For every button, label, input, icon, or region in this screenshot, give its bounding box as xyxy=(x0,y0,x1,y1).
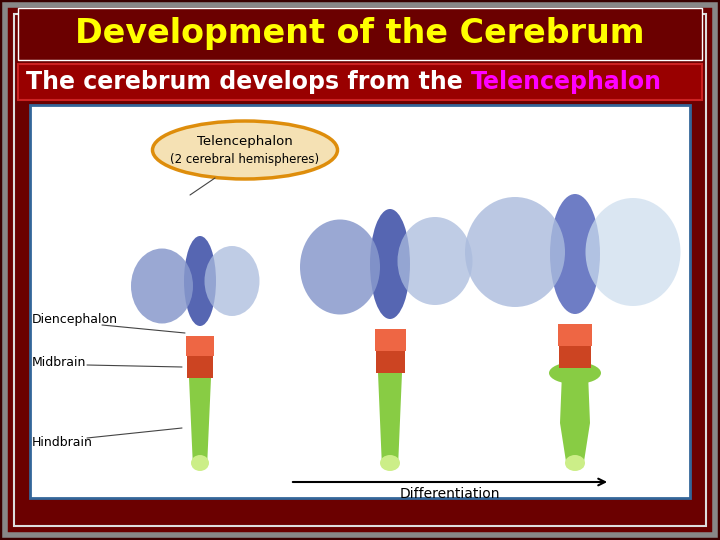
Ellipse shape xyxy=(549,362,601,384)
Polygon shape xyxy=(189,378,211,468)
Text: Midbrain: Midbrain xyxy=(32,355,86,368)
FancyBboxPatch shape xyxy=(30,105,690,498)
Text: Development of the Cerebrum: Development of the Cerebrum xyxy=(76,17,644,50)
Text: The cerebrum develops from the: The cerebrum develops from the xyxy=(26,70,471,94)
Ellipse shape xyxy=(300,219,380,314)
Ellipse shape xyxy=(153,121,338,179)
Text: Telencephalon: Telencephalon xyxy=(471,70,662,94)
Text: Differentiation: Differentiation xyxy=(400,487,500,501)
Ellipse shape xyxy=(380,455,400,471)
Text: Diencephalon: Diencephalon xyxy=(32,314,118,327)
Polygon shape xyxy=(560,423,590,468)
Text: Hindbrain: Hindbrain xyxy=(32,436,93,449)
FancyBboxPatch shape xyxy=(186,336,214,356)
Ellipse shape xyxy=(131,248,193,323)
Ellipse shape xyxy=(204,246,259,316)
Ellipse shape xyxy=(465,197,565,307)
FancyBboxPatch shape xyxy=(376,351,405,373)
FancyBboxPatch shape xyxy=(374,329,405,351)
FancyBboxPatch shape xyxy=(558,324,592,346)
FancyBboxPatch shape xyxy=(18,64,702,100)
Text: Telencephalon: Telencephalon xyxy=(197,134,293,147)
FancyBboxPatch shape xyxy=(18,8,702,60)
FancyBboxPatch shape xyxy=(187,356,213,378)
Ellipse shape xyxy=(370,209,410,319)
Ellipse shape xyxy=(397,217,472,305)
Polygon shape xyxy=(378,373,402,468)
Ellipse shape xyxy=(184,236,216,326)
Ellipse shape xyxy=(585,198,680,306)
FancyBboxPatch shape xyxy=(559,346,591,368)
Ellipse shape xyxy=(550,194,600,314)
Ellipse shape xyxy=(565,455,585,471)
Polygon shape xyxy=(560,373,590,423)
Ellipse shape xyxy=(191,455,209,471)
Text: (2 cerebral hemispheres): (2 cerebral hemispheres) xyxy=(171,152,320,165)
FancyBboxPatch shape xyxy=(5,5,715,535)
